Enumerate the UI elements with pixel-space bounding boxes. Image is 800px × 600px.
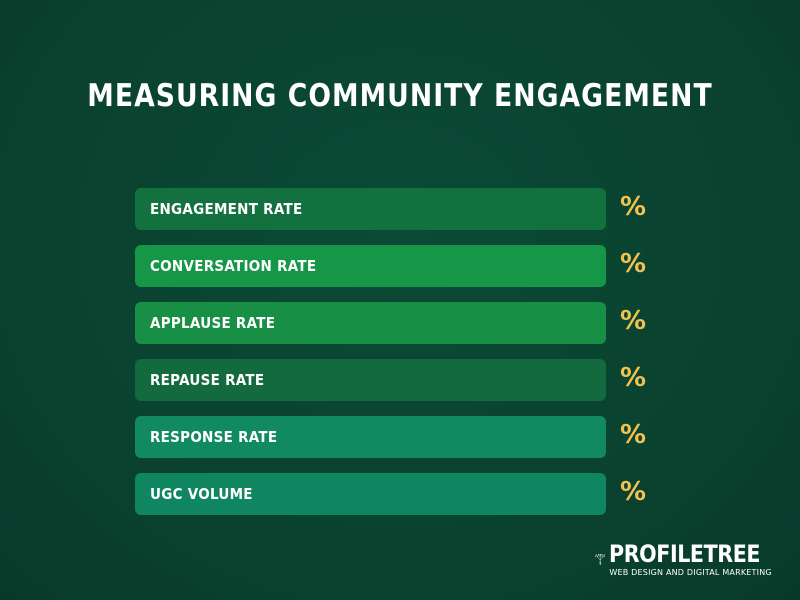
metric-bar: UGC VOLUME — [135, 473, 606, 515]
metric-label: RESPONSE RATE — [150, 428, 278, 446]
profiletree-logo: PROFILETREE WEB DESIGN AND DIGITAL MARKE… — [595, 536, 785, 582]
metric-row-applause-rate: APPLAUSE RATE % — [135, 302, 675, 344]
metric-label: APPLAUSE RATE — [150, 314, 276, 332]
page-title: MEASURING COMMUNITY ENGAGEMENT — [87, 78, 713, 114]
metric-value: % — [620, 192, 647, 222]
metric-row-response-rate: RESPONSE RATE % — [135, 416, 675, 458]
metric-value: % — [620, 363, 647, 393]
metric-bar: APPLAUSE RATE — [135, 302, 606, 344]
metric-bar: ENGAGEMENT RATE — [135, 188, 606, 230]
metric-value: % — [620, 477, 647, 507]
logo-name: PROFILETREE — [609, 540, 761, 568]
metrics-list: ENGAGEMENT RATE % CONVERSATION RATE % AP… — [135, 188, 675, 530]
metric-label: CONVERSATION RATE — [150, 257, 317, 275]
metric-bar: REPAUSE RATE — [135, 359, 606, 401]
metric-value: % — [620, 306, 647, 336]
metric-row-engagement-rate: ENGAGEMENT RATE % — [135, 188, 675, 230]
metric-value: % — [620, 420, 647, 450]
metric-value: % — [620, 249, 647, 279]
metric-row-ugc-volume: UGC VOLUME % — [135, 473, 675, 515]
metric-bar: RESPONSE RATE — [135, 416, 606, 458]
metric-label: ENGAGEMENT RATE — [150, 200, 303, 218]
logo-text: PROFILETREE WEB DESIGN AND DIGITAL MARKE… — [609, 541, 785, 577]
metric-row-repause-rate: REPAUSE RATE % — [135, 359, 675, 401]
tree-icon — [595, 553, 606, 565]
metric-label: UGC VOLUME — [150, 485, 253, 503]
metric-label: REPAUSE RATE — [150, 371, 265, 389]
metric-bar: CONVERSATION RATE — [135, 245, 606, 287]
metric-row-conversation-rate: CONVERSATION RATE % — [135, 245, 675, 287]
logo-tagline: WEB DESIGN AND DIGITAL MARKETING — [609, 568, 772, 577]
